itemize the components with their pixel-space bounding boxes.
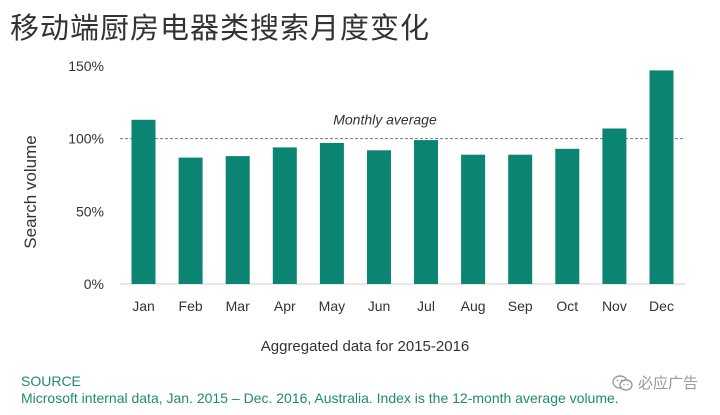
x-tick-label: Aug bbox=[461, 298, 486, 314]
bar bbox=[555, 148, 580, 284]
chart-title: 移动端厨房电器类搜索月度变化 bbox=[10, 11, 431, 45]
x-axis-title: Aggregated data for 2015-2016 bbox=[261, 338, 470, 355]
wechat-icon bbox=[612, 375, 633, 391]
bar bbox=[414, 140, 438, 284]
bar bbox=[649, 70, 674, 285]
bar bbox=[367, 150, 391, 284]
y-tick-label: 100% bbox=[68, 131, 104, 147]
x-tick-label: Jan bbox=[132, 298, 155, 314]
x-tick-label: Jul bbox=[417, 298, 435, 314]
x-tick-label: Mar bbox=[226, 298, 250, 314]
reference-line-label: Monthly average bbox=[333, 112, 437, 128]
x-tick-label: Apr bbox=[274, 298, 296, 314]
x-tick-label: Nov bbox=[602, 298, 627, 314]
watermark-label: 必应广告 bbox=[638, 374, 699, 392]
x-tick-label: May bbox=[319, 298, 345, 314]
bar bbox=[461, 154, 486, 284]
y-tick-label: 50% bbox=[76, 203, 104, 219]
watermark: 必应广告 bbox=[612, 374, 698, 392]
bar bbox=[272, 147, 297, 284]
bar bbox=[225, 156, 250, 284]
bar bbox=[602, 128, 627, 284]
x-tick-label: Feb bbox=[179, 298, 203, 314]
source-label: SOURCE bbox=[21, 373, 81, 389]
x-tick-label: Sep bbox=[508, 298, 533, 314]
bar bbox=[508, 154, 533, 284]
bar bbox=[131, 119, 156, 284]
x-tick-label: Dec bbox=[649, 298, 674, 314]
x-tick-label: Oct bbox=[556, 298, 578, 314]
x-tick-label: Jun bbox=[368, 298, 391, 314]
y-tick-label: 150% bbox=[68, 58, 104, 74]
source-text: Microsoft internal data, Jan. 2015 – Dec… bbox=[21, 390, 619, 406]
bar bbox=[319, 143, 344, 284]
bar bbox=[178, 157, 203, 284]
y-tick-label: 0% bbox=[84, 276, 104, 292]
y-axis-title: Search volume bbox=[21, 135, 40, 248]
